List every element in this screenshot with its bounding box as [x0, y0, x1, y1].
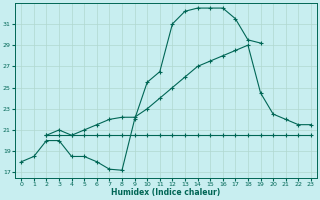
- X-axis label: Humidex (Indice chaleur): Humidex (Indice chaleur): [111, 188, 221, 197]
